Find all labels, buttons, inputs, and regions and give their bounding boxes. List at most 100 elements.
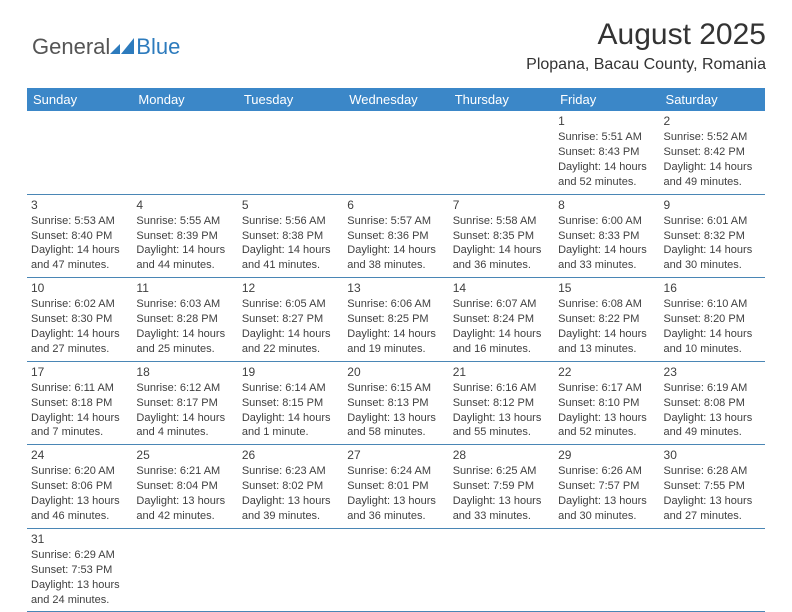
sunset-line: Sunset: 8:35 PM xyxy=(453,229,550,244)
sunrise-line: Sunrise: 6:02 AM xyxy=(31,297,128,312)
calendar-cell: 1Sunrise: 5:51 AMSunset: 8:43 PMDaylight… xyxy=(554,111,659,194)
sunset-line: Sunset: 8:01 PM xyxy=(347,479,444,494)
sunrise-line: Sunrise: 6:01 AM xyxy=(664,214,761,229)
calendar-cell: 23Sunrise: 6:19 AMSunset: 8:08 PMDayligh… xyxy=(660,361,765,445)
sunrise-line: Sunrise: 6:08 AM xyxy=(558,297,655,312)
day-number: 19 xyxy=(242,364,339,380)
day-number: 21 xyxy=(453,364,550,380)
sunset-line: Sunset: 7:59 PM xyxy=(453,479,550,494)
day-number: 20 xyxy=(347,364,444,380)
daylight-line-1: Daylight: 14 hours xyxy=(664,243,761,258)
day-number: 11 xyxy=(136,280,233,296)
sunrise-line: Sunrise: 6:19 AM xyxy=(664,381,761,396)
calendar-cell: 25Sunrise: 6:21 AMSunset: 8:04 PMDayligh… xyxy=(132,445,237,529)
sunset-line: Sunset: 8:32 PM xyxy=(664,229,761,244)
sunrise-line: Sunrise: 5:52 AM xyxy=(664,130,761,145)
calendar-row: 3Sunrise: 5:53 AMSunset: 8:40 PMDaylight… xyxy=(27,194,765,278)
location-text: Plopana, Bacau County, Romania xyxy=(526,56,766,74)
sunset-line: Sunset: 8:27 PM xyxy=(242,312,339,327)
calendar-row: 1Sunrise: 5:51 AMSunset: 8:43 PMDaylight… xyxy=(27,111,765,194)
calendar-cell: 16Sunrise: 6:10 AMSunset: 8:20 PMDayligh… xyxy=(660,278,765,362)
daylight-line-2: and 52 minutes. xyxy=(558,175,655,190)
calendar-cell: 15Sunrise: 6:08 AMSunset: 8:22 PMDayligh… xyxy=(554,278,659,362)
weekday-header: Tuesday xyxy=(238,88,343,111)
day-number: 28 xyxy=(453,447,550,463)
sunset-line: Sunset: 8:36 PM xyxy=(347,229,444,244)
daylight-line-1: Daylight: 14 hours xyxy=(347,327,444,342)
daylight-line-2: and 25 minutes. xyxy=(136,342,233,357)
weekday-header: Wednesday xyxy=(343,88,448,111)
day-number: 30 xyxy=(664,447,761,463)
daylight-line-2: and 27 minutes. xyxy=(664,509,761,524)
logo-triangle-icon xyxy=(110,36,134,54)
weekday-header: Monday xyxy=(132,88,237,111)
calendar-cell: 14Sunrise: 6:07 AMSunset: 8:24 PMDayligh… xyxy=(449,278,554,362)
daylight-line-2: and 30 minutes. xyxy=(664,258,761,273)
daylight-line-2: and 33 minutes. xyxy=(558,258,655,273)
calendar-cell: 20Sunrise: 6:15 AMSunset: 8:13 PMDayligh… xyxy=(343,361,448,445)
sunset-line: Sunset: 8:43 PM xyxy=(558,145,655,160)
daylight-line-1: Daylight: 13 hours xyxy=(558,494,655,509)
sunset-line: Sunset: 8:06 PM xyxy=(31,479,128,494)
daylight-line-1: Daylight: 14 hours xyxy=(453,327,550,342)
daylight-line-2: and 58 minutes. xyxy=(347,425,444,440)
day-number: 12 xyxy=(242,280,339,296)
calendar-cell: 24Sunrise: 6:20 AMSunset: 8:06 PMDayligh… xyxy=(27,445,132,529)
calendar-cell: 5Sunrise: 5:56 AMSunset: 8:38 PMDaylight… xyxy=(238,194,343,278)
calendar-cell xyxy=(343,111,448,194)
daylight-line-1: Daylight: 14 hours xyxy=(453,243,550,258)
sunrise-line: Sunrise: 6:03 AM xyxy=(136,297,233,312)
daylight-line-1: Daylight: 13 hours xyxy=(242,494,339,509)
daylight-line-2: and 1 minute. xyxy=(242,425,339,440)
sunrise-line: Sunrise: 6:11 AM xyxy=(31,381,128,396)
daylight-line-2: and 46 minutes. xyxy=(31,509,128,524)
calendar-cell: 19Sunrise: 6:14 AMSunset: 8:15 PMDayligh… xyxy=(238,361,343,445)
calendar-row: 31Sunrise: 6:29 AMSunset: 7:53 PMDayligh… xyxy=(27,528,765,612)
title-block: August 2025 Plopana, Bacau County, Roman… xyxy=(526,18,766,74)
sunrise-line: Sunrise: 5:58 AM xyxy=(453,214,550,229)
day-number: 22 xyxy=(558,364,655,380)
calendar-cell xyxy=(132,111,237,194)
sunrise-line: Sunrise: 6:12 AM xyxy=(136,381,233,396)
calendar-cell: 31Sunrise: 6:29 AMSunset: 7:53 PMDayligh… xyxy=(27,528,132,612)
sunset-line: Sunset: 8:42 PM xyxy=(664,145,761,160)
daylight-line-2: and 55 minutes. xyxy=(453,425,550,440)
day-number: 9 xyxy=(664,197,761,213)
sunrise-line: Sunrise: 6:25 AM xyxy=(453,464,550,479)
day-number: 15 xyxy=(558,280,655,296)
sunset-line: Sunset: 8:22 PM xyxy=(558,312,655,327)
sunrise-line: Sunrise: 6:10 AM xyxy=(664,297,761,312)
daylight-line-2: and 10 minutes. xyxy=(664,342,761,357)
sunset-line: Sunset: 8:12 PM xyxy=(453,396,550,411)
weekday-header-row: Sunday Monday Tuesday Wednesday Thursday… xyxy=(27,88,765,111)
sunset-line: Sunset: 8:02 PM xyxy=(242,479,339,494)
day-number: 4 xyxy=(136,197,233,213)
sunset-line: Sunset: 8:40 PM xyxy=(31,229,128,244)
day-number: 5 xyxy=(242,197,339,213)
calendar-cell: 28Sunrise: 6:25 AMSunset: 7:59 PMDayligh… xyxy=(449,445,554,529)
calendar-cell xyxy=(449,111,554,194)
day-number: 31 xyxy=(31,531,128,547)
header: General Blue August 2025 Plopana, Bacau … xyxy=(0,0,792,80)
page-title: August 2025 xyxy=(526,18,766,52)
calendar-cell: 21Sunrise: 6:16 AMSunset: 8:12 PMDayligh… xyxy=(449,361,554,445)
calendar-cell xyxy=(554,528,659,612)
daylight-line-1: Daylight: 14 hours xyxy=(136,411,233,426)
calendar-cell: 22Sunrise: 6:17 AMSunset: 8:10 PMDayligh… xyxy=(554,361,659,445)
daylight-line-2: and 52 minutes. xyxy=(558,425,655,440)
sunrise-line: Sunrise: 6:05 AM xyxy=(242,297,339,312)
sunrise-line: Sunrise: 6:07 AM xyxy=(453,297,550,312)
daylight-line-1: Daylight: 13 hours xyxy=(31,494,128,509)
daylight-line-2: and 30 minutes. xyxy=(558,509,655,524)
calendar-cell xyxy=(132,528,237,612)
daylight-line-2: and 39 minutes. xyxy=(242,509,339,524)
day-number: 26 xyxy=(242,447,339,463)
daylight-line-1: Daylight: 14 hours xyxy=(242,327,339,342)
calendar-cell xyxy=(238,111,343,194)
calendar-cell: 6Sunrise: 5:57 AMSunset: 8:36 PMDaylight… xyxy=(343,194,448,278)
calendar-row: 24Sunrise: 6:20 AMSunset: 8:06 PMDayligh… xyxy=(27,445,765,529)
daylight-line-2: and 22 minutes. xyxy=(242,342,339,357)
calendar-cell: 13Sunrise: 6:06 AMSunset: 8:25 PMDayligh… xyxy=(343,278,448,362)
daylight-line-1: Daylight: 14 hours xyxy=(136,243,233,258)
sunset-line: Sunset: 8:08 PM xyxy=(664,396,761,411)
